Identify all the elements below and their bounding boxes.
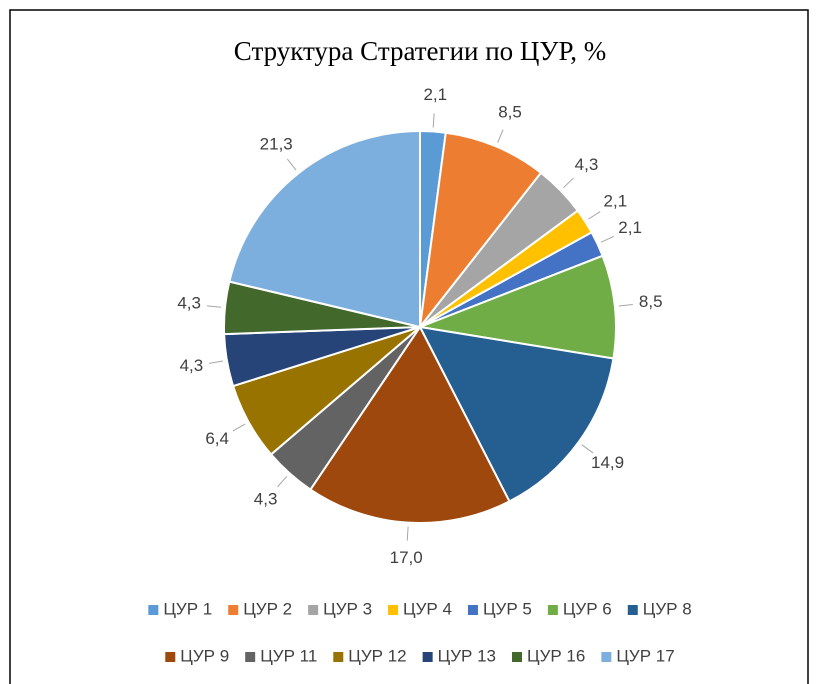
data-label: 4,3 bbox=[177, 294, 201, 313]
legend-label: ЦУР 4 bbox=[403, 599, 452, 618]
data-label: 2,1 bbox=[423, 85, 447, 104]
legend-swatch bbox=[547, 605, 558, 615]
data-label: 2,1 bbox=[618, 218, 642, 237]
legend-label: ЦУР 12 bbox=[348, 646, 406, 665]
legend-swatch bbox=[512, 652, 522, 662]
data-label: 4,3 bbox=[254, 490, 278, 509]
leader-line bbox=[432, 113, 435, 128]
pie-slice bbox=[309, 325, 511, 524]
legend-swatch bbox=[422, 652, 433, 662]
legend-swatch bbox=[467, 605, 478, 615]
leader-line bbox=[406, 526, 409, 541]
leader-line bbox=[206, 305, 222, 308]
data-label: 6,4 bbox=[205, 429, 229, 448]
legend-label: ЦУР 2 bbox=[243, 599, 292, 618]
legend-swatch bbox=[245, 652, 256, 662]
leader-line bbox=[286, 158, 297, 171]
leader-line bbox=[563, 177, 574, 189]
leader-line bbox=[600, 235, 615, 243]
data-label: 17,0 bbox=[390, 548, 423, 567]
data-label: 8,5 bbox=[498, 103, 522, 122]
legend-swatch bbox=[148, 605, 159, 615]
legend-label: ЦУР 6 bbox=[563, 599, 612, 618]
leader-line bbox=[618, 304, 633, 307]
leader-line bbox=[209, 360, 224, 364]
legend-label: ЦУР 8 bbox=[643, 599, 692, 618]
data-label: 4,3 bbox=[575, 155, 599, 174]
pie-slice bbox=[418, 131, 543, 331]
legend-label: ЦУР 5 bbox=[483, 599, 532, 618]
legend-label: ЦУР 3 bbox=[323, 599, 372, 618]
legend-label: ЦУР 13 bbox=[438, 646, 496, 665]
data-label: 14,9 bbox=[591, 453, 624, 472]
pie-slice bbox=[418, 325, 615, 503]
leader-line bbox=[581, 444, 594, 454]
pie-slice bbox=[416, 254, 617, 360]
data-label: 21,3 bbox=[260, 134, 293, 153]
chart-title: Структура Стратегии по ЦУР, % bbox=[234, 36, 606, 66]
legend-label: ЦУР 17 bbox=[616, 646, 674, 665]
legend-swatch bbox=[228, 605, 239, 615]
legend-label: ЦУР 11 bbox=[260, 646, 317, 665]
leader-line bbox=[588, 211, 601, 220]
legend-row: ЦУР 1 ЦУР 2 ЦУР 3 ЦУР 4 ЦУР 5 ЦУР 6 ЦУР 8 bbox=[148, 599, 692, 618]
data-label: 4,3 bbox=[180, 356, 204, 375]
legend-swatch bbox=[308, 605, 319, 615]
pie-slice bbox=[228, 129, 421, 329]
legend-label: ЦУР 1 bbox=[163, 599, 212, 618]
data-label: 8,5 bbox=[639, 292, 663, 311]
legend-label: ЦУР 9 bbox=[180, 646, 229, 665]
leader-line bbox=[277, 475, 288, 488]
legend-swatch bbox=[333, 652, 344, 662]
leader-line bbox=[497, 129, 504, 143]
legend-swatch bbox=[627, 605, 638, 615]
legend-swatch bbox=[165, 652, 176, 662]
legend-swatch bbox=[388, 605, 399, 615]
legend-row: ЦУР 9 ЦУР 11 ЦУР 12 ЦУР 13 ЦУР 16 ЦУР 17 bbox=[165, 646, 675, 665]
data-label: 2,1 bbox=[604, 191, 628, 210]
leader-line bbox=[232, 423, 246, 432]
legend-label: ЦУР 16 bbox=[527, 646, 585, 665]
legend-swatch bbox=[601, 652, 612, 662]
